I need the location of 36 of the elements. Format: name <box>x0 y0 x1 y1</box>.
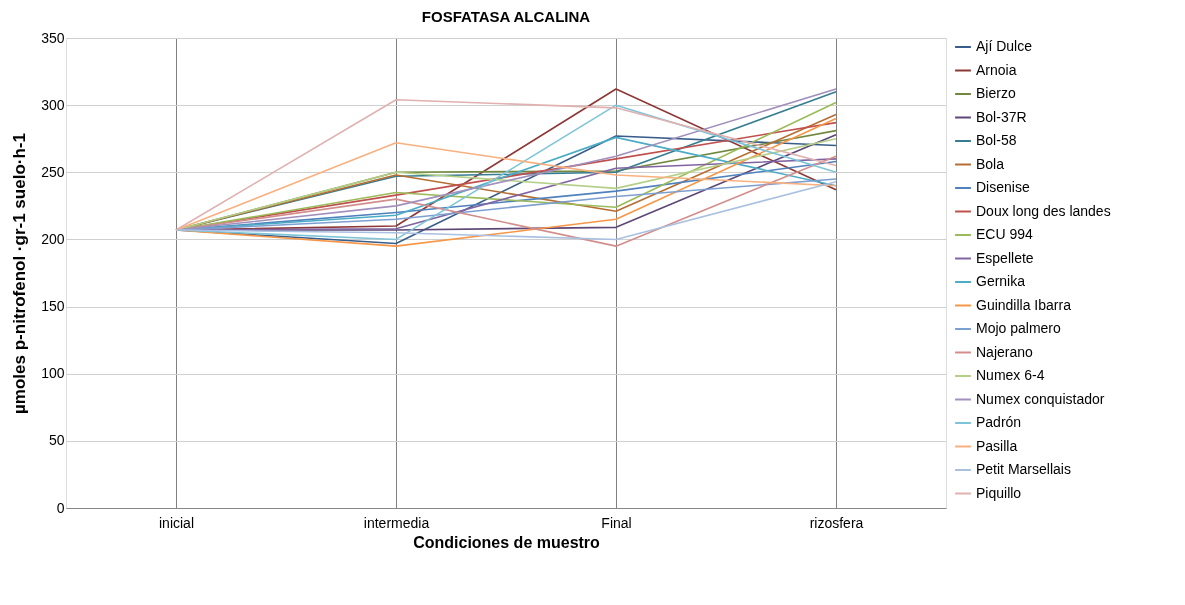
y-tick-label: 0 <box>56 499 65 516</box>
legend-label: Ají Dulce <box>976 38 1033 54</box>
legend-label: Arnoia <box>976 61 1017 78</box>
legend-label: Espellete <box>976 249 1034 266</box>
x-tick-label: inicial <box>158 514 195 531</box>
y-tick-label: 150 <box>41 298 65 315</box>
line-series <box>175 180 837 241</box>
legend-label: Piquillo <box>976 484 1022 501</box>
legend-label: Pasilla <box>976 437 1018 454</box>
chart-title: FOSFATASA ALCALINA <box>421 8 591 25</box>
legend-label: Bierzo <box>976 85 1016 101</box>
legend-label: Doux long des landes <box>976 202 1111 219</box>
y-tick-label: 350 <box>41 29 65 46</box>
x-tick-label: Final <box>601 514 632 531</box>
legend-label: Disenise <box>976 179 1030 195</box>
legend-label: Numex 6-4 <box>976 367 1045 383</box>
legend-label: Bol-58 <box>976 132 1017 148</box>
legend-label: Guindilla Ibarra <box>976 296 1072 313</box>
y-tick-label: 250 <box>41 163 65 180</box>
legend-label: Bola <box>976 155 1005 172</box>
legend-label: ECU 994 <box>976 226 1034 242</box>
legend-label: Bol-37R <box>976 108 1027 125</box>
y-axis-title: µmoles p-nitrofenol ·gr-1 suelo·h-1 <box>10 133 30 414</box>
legend-label: Najerano <box>976 343 1034 360</box>
x-tick-label: rizosfera <box>809 514 864 531</box>
y-tick-label: 100 <box>41 365 65 382</box>
y-tick-label: 50 <box>48 432 65 449</box>
legend-label: Petit Marsellais <box>976 461 1071 477</box>
y-tick-label: 300 <box>41 96 65 113</box>
legend-label: Gernika <box>976 273 1026 289</box>
legend-label: Numex conquistador <box>976 390 1105 407</box>
legend-label: Mojo palmero <box>976 320 1062 336</box>
x-tick-label: intermedia <box>363 514 430 531</box>
y-tick-label: 200 <box>41 230 65 247</box>
x-axis-title: Condiciones de muestro <box>413 533 601 551</box>
legend-label: Padrón <box>976 414 1022 430</box>
